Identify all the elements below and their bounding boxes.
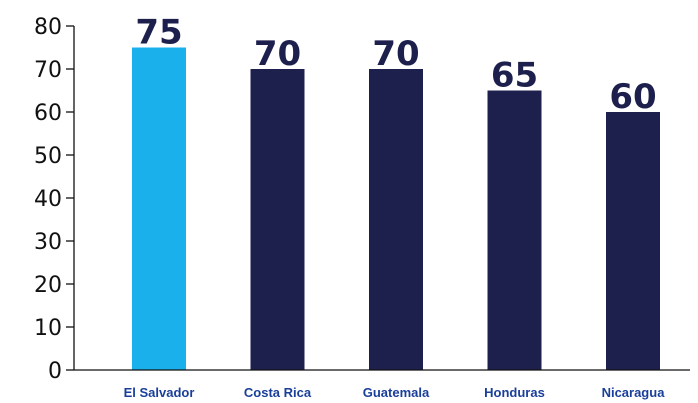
y-tick-label: 10 xyxy=(34,316,62,341)
data-label: 60 xyxy=(609,77,656,117)
y-tick-label: 20 xyxy=(34,273,62,298)
x-category-label: Costa Rica xyxy=(244,385,312,400)
bar-costa-rica xyxy=(250,69,305,370)
bar-el-salvador xyxy=(132,47,186,370)
y-tick-label: 50 xyxy=(34,144,62,169)
bars xyxy=(132,47,660,370)
y-tick-label: 60 xyxy=(34,101,62,126)
x-category-label: Guatemala xyxy=(363,385,430,400)
data-label: 65 xyxy=(491,56,538,96)
x-category-label: El Salvador xyxy=(124,385,195,400)
bar-guatemala xyxy=(369,69,423,370)
y-tick-label: 0 xyxy=(48,359,62,384)
x-category-label: Nicaragua xyxy=(602,385,666,400)
y-tick-label: 40 xyxy=(34,187,62,212)
y-tick-label: 30 xyxy=(34,230,62,255)
y-tick-label: 80 xyxy=(34,15,62,40)
data-label: 70 xyxy=(372,34,419,74)
x-axis: El Salvador Costa Rica Guatemala Honduras Ni… xyxy=(74,369,690,400)
bar-honduras xyxy=(487,90,542,370)
data-label: 75 xyxy=(135,13,182,53)
data-labels: 75 70 70 65 60 xyxy=(135,13,656,118)
y-tick-label: 70 xyxy=(34,58,62,83)
x-category-label: Honduras xyxy=(484,385,545,400)
bar-nicaragua xyxy=(606,112,660,370)
y-axis: 0 10 20 30 40 50 60 70 80 xyxy=(34,15,75,384)
data-label: 70 xyxy=(254,34,301,74)
